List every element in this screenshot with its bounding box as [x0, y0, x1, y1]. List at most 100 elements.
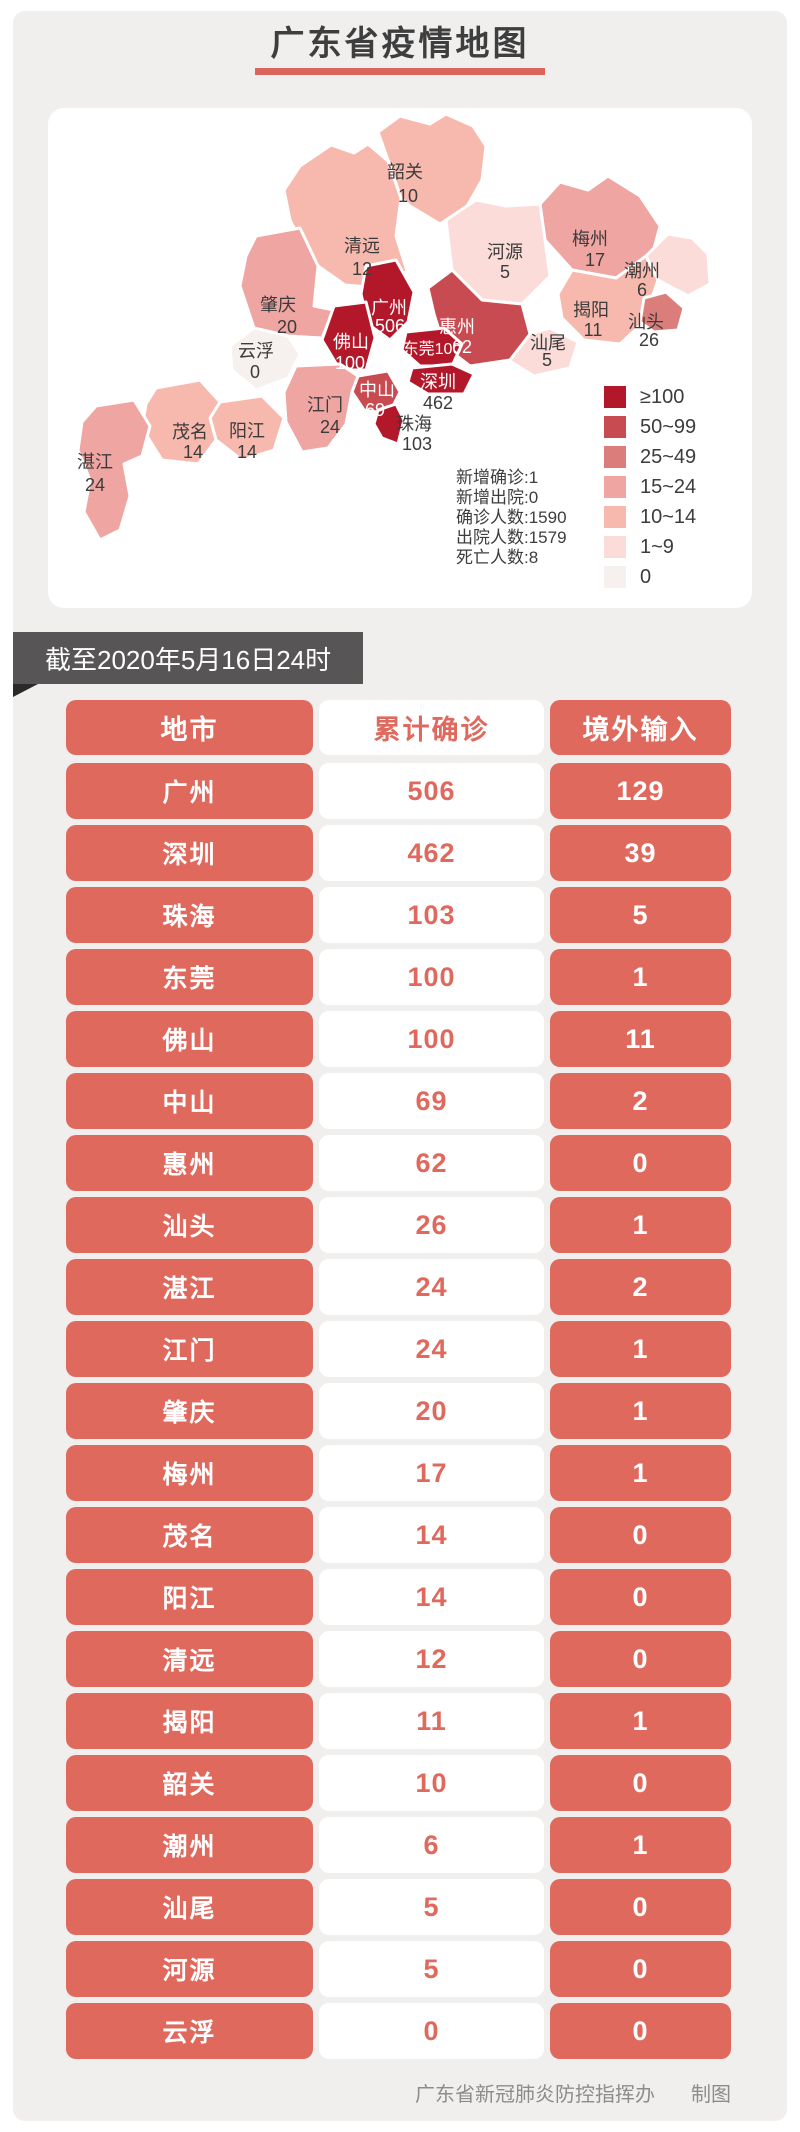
legend-row-1: 50~99 [604, 416, 696, 438]
stat-line-3: 出院人数:1579 [456, 528, 567, 547]
map-label-heyuan-value: 5 [500, 262, 510, 282]
map-label-jieyang-name: 揭阳 [573, 300, 609, 320]
table-cell-confirmed-3: 100 [319, 949, 544, 1005]
table-cell-confirmed-5: 69 [319, 1073, 544, 1129]
legend-row-6: 0 [604, 566, 696, 588]
city-data-table: 地市 累计确诊 境外输入 广州 506 129 深圳 462 39 珠海 103 5 东莞 100 1… [66, 700, 731, 2065]
table-cell-confirmed-0: 506 [319, 763, 544, 819]
map-label-jiangmen-name: 江门 [307, 395, 343, 415]
table-cell-city-2: 珠海 [66, 887, 313, 943]
legend-swatch-0 [604, 386, 626, 408]
table-row-东莞: 东莞 100 1 [66, 949, 731, 1005]
stat-line-0: 新增确诊:1 [456, 468, 539, 487]
map-label-zhanjiang-value: 24 [85, 475, 105, 495]
table-header-confirmed: 累计确诊 [319, 700, 544, 755]
map-label-huizhou-name: 惠州 [439, 317, 475, 337]
table-cell-imported-16: 0 [550, 1755, 731, 1811]
table-cell-confirmed-18: 5 [319, 1879, 544, 1935]
map-label-maoming-name: 茂名 [172, 422, 208, 442]
table-cell-confirmed-9: 24 [319, 1321, 544, 1377]
title-underline [255, 68, 545, 75]
map-region-zhanjiang [76, 398, 152, 542]
table-cell-confirmed-6: 62 [319, 1135, 544, 1191]
legend-row-4: 10~14 [604, 506, 696, 528]
legend-row-3: 15~24 [604, 476, 696, 498]
map-label-yunfu-value: 0 [250, 362, 260, 382]
legend-swatch-5 [604, 536, 626, 558]
map-label-zhuhai-name: 珠海 [396, 414, 432, 434]
map-region-shenzhen [406, 362, 476, 396]
table-cell-imported-0: 129 [550, 763, 731, 819]
table-cell-confirmed-12: 14 [319, 1507, 544, 1563]
map-region-shantou [638, 290, 686, 334]
table-cell-imported-15: 1 [550, 1693, 731, 1749]
table-header-row: 地市 累计确诊 境外输入 [66, 700, 731, 755]
legend-row-5: 1~9 [604, 536, 696, 558]
map-legend: ≥100 50~99 25~49 15~24 10~14 1~9 0 [604, 386, 696, 596]
table-cell-confirmed-19: 5 [319, 1941, 544, 1997]
table-cell-imported-3: 1 [550, 949, 731, 1005]
table-cell-confirmed-11: 17 [319, 1445, 544, 1501]
table-header-imported: 境外输入 [550, 700, 731, 755]
table-cell-imported-14: 0 [550, 1631, 731, 1687]
table-cell-city-6: 惠州 [66, 1135, 313, 1191]
map-label-qingyuan-name: 清远 [344, 236, 380, 256]
table-cell-city-17: 潮州 [66, 1817, 313, 1873]
table-cell-imported-11: 1 [550, 1445, 731, 1501]
table-cell-imported-7: 1 [550, 1197, 731, 1253]
table-cell-city-5: 中山 [66, 1073, 313, 1129]
map-label-zhaoqing-name: 肇庆 [260, 295, 296, 315]
table-row-佛山: 佛山 100 11 [66, 1011, 731, 1067]
legend-label-3: 15~24 [640, 475, 697, 498]
map-label-shanwei-name: 汕尾 [530, 333, 566, 353]
map-label-zhongshan-value: 69 [365, 400, 385, 420]
table-cell-imported-5: 2 [550, 1073, 731, 1129]
table-row-肇庆: 肇庆 20 1 [66, 1383, 731, 1439]
legend-swatch-4 [604, 506, 626, 528]
map-label-shaoguan-value: 10 [398, 186, 418, 206]
map-region-jiangmen [282, 362, 360, 454]
map-label-guangzhou-name: 广州 [371, 298, 407, 318]
map-label-yangjiang-name: 阳江 [229, 421, 265, 441]
page-title: 广东省疫情地图 [270, 25, 530, 63]
table-cell-city-13: 阳江 [66, 1569, 313, 1625]
legend-swatch-3 [604, 476, 626, 498]
table-cell-imported-19: 0 [550, 1941, 731, 1997]
map-region-chaozhou [644, 232, 712, 298]
table-cell-city-3: 东莞 [66, 949, 313, 1005]
table-cell-imported-18: 0 [550, 1879, 731, 1935]
table-cell-imported-8: 2 [550, 1259, 731, 1315]
table-cell-city-19: 河源 [66, 1941, 313, 1997]
table-row-河源: 河源 5 0 [66, 1941, 731, 1997]
table-cell-confirmed-8: 24 [319, 1259, 544, 1315]
table-cell-confirmed-17: 6 [319, 1817, 544, 1873]
table-row-潮州: 潮州 6 1 [66, 1817, 731, 1873]
date-ribbon-fold [13, 684, 38, 697]
map-region-meizhou [538, 174, 662, 280]
table-cell-city-9: 江门 [66, 1321, 313, 1377]
table-cell-city-0: 广州 [66, 763, 313, 819]
map-label-shanwei-value: 5 [542, 350, 552, 370]
map-label-meizhou-value: 17 [585, 250, 605, 270]
table-row-深圳: 深圳 462 39 [66, 825, 731, 881]
map-label-shantou-name: 汕头 [628, 312, 664, 332]
table-cell-city-7: 汕头 [66, 1197, 313, 1253]
stat-line-4: 死亡人数:8 [456, 548, 539, 567]
table-row-中山: 中山 69 2 [66, 1073, 731, 1129]
table-cell-imported-20: 0 [550, 2003, 731, 2059]
legend-label-4: 10~14 [640, 505, 697, 528]
stat-line-1: 新增出院:0 [456, 488, 539, 507]
table-cell-imported-6: 0 [550, 1135, 731, 1191]
table-row-梅州: 梅州 17 1 [66, 1445, 731, 1501]
map-region-foshan [320, 300, 377, 372]
table-cell-city-18: 汕尾 [66, 1879, 313, 1935]
map-label-meizhou-name: 梅州 [572, 229, 608, 249]
table-cell-imported-4: 11 [550, 1011, 731, 1067]
legend-row-2: 25~49 [604, 446, 696, 468]
table-cell-imported-2: 5 [550, 887, 731, 943]
map-label-huizhou-value: 62 [452, 337, 472, 357]
table-cell-confirmed-7: 26 [319, 1197, 544, 1253]
table-cell-city-14: 清远 [66, 1631, 313, 1687]
stat-line-2: 确诊人数:1590 [456, 508, 567, 527]
